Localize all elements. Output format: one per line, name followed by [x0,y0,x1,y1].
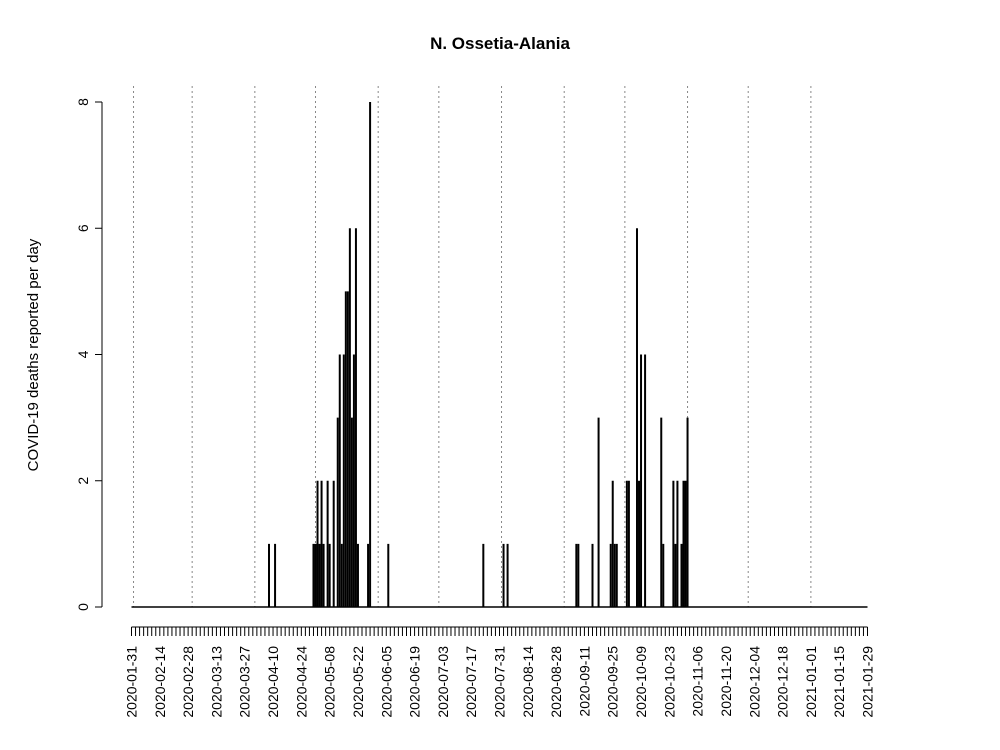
x-tick-label: 2020-03-27 [237,646,253,718]
y-tick-label: 4 [75,350,91,358]
x-tick-label: 2021-01-01 [803,646,819,718]
x-axis: 2020-01-31 2020-02-14 2020-02-28 2020-03-13… [124,626,876,718]
x-tick-label: 2020-05-22 [350,646,366,718]
x-tick-label: 2021-01-29 [860,646,876,718]
x-tick-label: 2020-10-09 [633,646,649,718]
y-axis-label: COVID-19 deaths reported per day [25,238,42,471]
x-tick-label: 2020-07-17 [463,646,479,718]
x-tick-label: 2020-05-08 [322,646,338,718]
x-tick-label: 2020-07-31 [492,646,508,718]
x-tick-label: 2020-02-14 [152,646,168,718]
x-tick-label: 2020-06-05 [378,646,394,718]
x-tick-label: 2020-12-18 [775,646,791,718]
x-tick-label: 2020-09-11 [576,646,592,717]
x-tick-label: 2020-04-10 [265,646,281,718]
x-tick-label: 2020-02-28 [180,646,196,718]
bars [267,102,689,607]
x-tick-label: 2020-12-04 [746,646,762,718]
grid-lines [133,86,812,607]
x-tick-label: 2020-06-19 [407,646,423,718]
x-tick-label: 2020-11-06 [690,646,706,717]
x-tick-label: 2020-10-23 [661,646,677,718]
x-tick-label: 2020-03-13 [208,646,224,718]
x-tick-label: 2020-07-03 [435,646,451,718]
y-axis: 0 2 4 6 8 [75,98,103,611]
chart-title: N. Ossetia-Alania [430,34,570,53]
y-tick-label: 0 [75,603,91,611]
x-tick-label: 2021-01-15 [831,646,847,718]
x-tick-label: 2020-11-20 [718,646,734,717]
y-tick-label: 2 [75,477,91,485]
x-tick-label: 2020-01-31 [124,646,140,718]
x-tick-label: 2020-09-25 [605,646,621,718]
x-tick-label: 2020-08-14 [520,646,536,718]
x-tick-label: 2020-08-28 [548,646,564,718]
y-tick-label: 6 [75,224,91,232]
x-tick-label: 2020-04-24 [293,646,309,718]
y-tick-label: 8 [75,98,91,106]
